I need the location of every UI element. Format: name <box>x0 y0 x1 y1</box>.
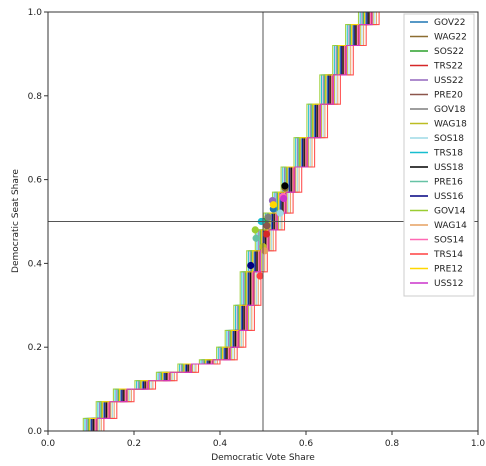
y-tick-label: 0.2 <box>28 343 42 353</box>
x-tick-label: 0.2 <box>127 439 141 449</box>
legend-label: USS22 <box>434 76 463 86</box>
y-tick-label: 0.8 <box>28 92 43 102</box>
legend-label: WAG14 <box>434 221 467 231</box>
x-tick-label: 0.6 <box>299 439 314 449</box>
series-marker-uss16 <box>247 261 255 270</box>
series-line-uss12 <box>84 12 373 432</box>
legend-label: USS18 <box>434 163 464 173</box>
legend-label: SOS18 <box>434 134 464 144</box>
x-tick-label: 0.4 <box>213 439 228 449</box>
series-marker-pre20 <box>263 222 271 230</box>
legend-label: GOV22 <box>434 18 466 28</box>
legend-label: SOS14 <box>434 236 464 246</box>
series-marker-gov18 <box>264 213 272 221</box>
series-marker-pre12 <box>269 201 277 209</box>
y-tick-label: 1.0 <box>28 8 43 18</box>
legend-label: TRS18 <box>433 149 463 159</box>
series-marker-trs22 <box>262 230 271 238</box>
legend-label: PRE20 <box>434 91 463 101</box>
series-marker-wag14 <box>261 247 269 255</box>
x-tick-label: 1.0 <box>471 439 486 449</box>
legend-label: SOS22 <box>434 47 464 57</box>
y-tick-label: 0.4 <box>28 259 43 269</box>
series-marker-trs14 <box>256 272 264 280</box>
series-marker-sos18 <box>276 209 284 217</box>
y-axis-ticks: 0.0 0.2 0.4 0.6 0.8 1.0 <box>28 8 48 437</box>
y-tick-label: 0.6 <box>28 176 43 186</box>
legend-label: TRS22 <box>433 62 463 72</box>
x-tick-label: 0.8 <box>385 439 400 449</box>
y-axis-label: Democratic Seat Share <box>11 169 21 273</box>
legend-label: GOV18 <box>434 105 466 115</box>
legend-label: PRE12 <box>434 265 463 275</box>
series-marker-gov14 <box>251 226 259 234</box>
x-axis-label: Democratic Vote Share <box>211 453 315 463</box>
series-marker-uss12 <box>280 194 288 203</box>
plot-frame <box>47 11 479 432</box>
y-tick-label: 0.0 <box>28 427 43 437</box>
legend-box <box>403 13 475 297</box>
legend-label: USS16 <box>434 192 464 202</box>
legend-label: GOV14 <box>434 207 466 217</box>
legend-label: WAG22 <box>434 33 467 43</box>
legend-label: WAG18 <box>434 120 467 130</box>
x-tick-label: 0.0 <box>41 439 56 449</box>
legend-label: PRE16 <box>434 178 463 188</box>
series-layer <box>70 12 380 432</box>
legend-label: USS12 <box>434 279 463 289</box>
x-axis-ticks: 0.0 0.2 0.4 0.6 0.8 1.0 <box>41 431 486 449</box>
legend-label: TRS14 <box>433 250 463 260</box>
series-marker-pre16 <box>252 234 260 242</box>
legend: GOV22 WAG22 SOS22 TRS22 USS22 PRE20 GOV18 WAG18… <box>403 13 475 297</box>
series-marker-uss18 <box>281 182 289 190</box>
